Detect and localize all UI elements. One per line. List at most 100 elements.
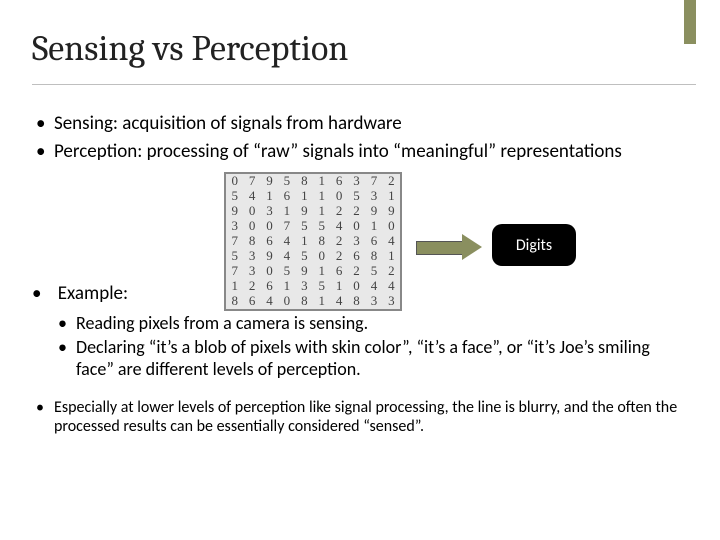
mnist-grid: 0795816372541611053190319122993007554010…	[224, 172, 402, 311]
digits-badge: Digits	[492, 224, 576, 266]
mnist-cell: 2	[330, 234, 347, 249]
mnist-cell: 1	[383, 249, 400, 264]
mnist-cell: 6	[261, 279, 278, 294]
mnist-cell: 8	[243, 234, 260, 249]
mnist-cell: 9	[226, 204, 243, 219]
mnist-cell: 0	[313, 249, 330, 264]
mnist-cell: 1	[313, 204, 330, 219]
mnist-cell: 8	[348, 294, 365, 309]
mnist-row: 8640814833	[226, 294, 400, 309]
mnist-cell: 5	[365, 264, 382, 279]
mnist-cell: 8	[313, 234, 330, 249]
mnist-cell: 0	[330, 189, 347, 204]
mnist-cell: 1	[226, 279, 243, 294]
mnist-cell: 5	[313, 219, 330, 234]
example-sublist: Reading pixels from a camera is sensing.…	[54, 310, 690, 384]
mnist-cell: 6	[261, 234, 278, 249]
example-label-text: Example:	[58, 282, 128, 305]
mnist-cell: 1	[313, 174, 330, 189]
slide-title: Sensing vs Perception	[32, 28, 348, 69]
mnist-row: 1261351044	[226, 279, 400, 294]
mnist-cell: 4	[383, 279, 400, 294]
mnist-cell: 9	[261, 249, 278, 264]
mnist-cell: 6	[348, 249, 365, 264]
mnist-cell: 1	[296, 189, 313, 204]
sub-bullet-declaring: Declaring “it’s a blob of pixels with sk…	[54, 336, 690, 380]
mnist-cell: 5	[313, 279, 330, 294]
mnist-cell: 5	[278, 264, 295, 279]
mnist-cell: 8	[226, 294, 243, 309]
arrow-icon	[416, 236, 484, 258]
mnist-cell: 5	[296, 249, 313, 264]
mnist-cell: 4	[278, 234, 295, 249]
mnist-cell: 0	[348, 219, 365, 234]
mnist-cell: 2	[383, 264, 400, 279]
mnist-cell: 7	[226, 264, 243, 279]
mnist-cell: 1	[296, 234, 313, 249]
mnist-cell: 1	[278, 204, 295, 219]
body-top: Sensing: acquisition of signals from har…	[32, 112, 690, 168]
mnist-cell: 8	[296, 294, 313, 309]
mnist-cell: 4	[330, 219, 347, 234]
mnist-cell: 6	[278, 189, 295, 204]
mnist-cell: 3	[296, 279, 313, 294]
mnist-cell: 7	[278, 219, 295, 234]
mnist-cell: 5	[348, 189, 365, 204]
mnist-cell: 5	[278, 174, 295, 189]
mnist-cell: 3	[365, 189, 382, 204]
mnist-cell: 1	[313, 189, 330, 204]
mnist-cell: 3	[243, 264, 260, 279]
mnist-cell: 6	[365, 234, 382, 249]
mnist-row: 5416110531	[226, 189, 400, 204]
bullet-especially: Especially at lower levels of perception…	[32, 398, 690, 436]
accent-bar	[684, 0, 696, 44]
mnist-cell: 6	[330, 264, 347, 279]
mnist-cell: 8	[365, 249, 382, 264]
mnist-cell: 7	[226, 234, 243, 249]
mnist-cell: 0	[226, 174, 243, 189]
mnist-row: 5394502681	[226, 249, 400, 264]
mnist-cell: 2	[330, 249, 347, 264]
mnist-row: 7305916252	[226, 264, 400, 279]
mnist-cell: 7	[365, 174, 382, 189]
bullet-perception: Perception: processing of “raw” signals …	[32, 140, 690, 164]
mnist-cell: 0	[243, 204, 260, 219]
mnist-cell: 4	[383, 234, 400, 249]
mnist-cell: 4	[243, 189, 260, 204]
final-bullet-block: Especially at lower levels of perception…	[32, 398, 690, 440]
mnist-cell: 4	[278, 249, 295, 264]
mnist-row: 0795816372	[226, 174, 400, 189]
mnist-cell: 8	[296, 174, 313, 189]
mnist-cell: 3	[226, 219, 243, 234]
slide: Sensing vs Perception Sensing: acquisiti…	[0, 0, 720, 540]
mnist-cell: 1	[313, 294, 330, 309]
mnist-row: 7864182364	[226, 234, 400, 249]
mnist-cell: 0	[278, 294, 295, 309]
mnist-cell: 1	[278, 279, 295, 294]
mnist-cell: 0	[348, 279, 365, 294]
mnist-cell: 0	[243, 219, 260, 234]
mnist-cell: 4	[261, 294, 278, 309]
title-rule	[32, 84, 696, 85]
mnist-cell: 7	[243, 174, 260, 189]
mnist-cell: 0	[383, 219, 400, 234]
mnist-cell: 6	[243, 294, 260, 309]
mnist-cell: 5	[226, 249, 243, 264]
mnist-cell: 1	[313, 264, 330, 279]
mnist-cell: 3	[261, 204, 278, 219]
mnist-cell: 9	[296, 264, 313, 279]
mnist-cell: 3	[383, 294, 400, 309]
mnist-cell: 2	[243, 279, 260, 294]
mnist-cell: 1	[261, 189, 278, 204]
mnist-cell: 4	[330, 294, 347, 309]
mnist-row: 9031912299	[226, 204, 400, 219]
sub-bullet-reading: Reading pixels from a camera is sensing.	[54, 312, 690, 334]
mnist-cell: 3	[365, 294, 382, 309]
mnist-cell: 9	[261, 174, 278, 189]
mnist-cell: 2	[330, 204, 347, 219]
mnist-cell: 0	[261, 219, 278, 234]
mnist-cell: 5	[226, 189, 243, 204]
mnist-row: 3007554010	[226, 219, 400, 234]
mnist-cell: 4	[365, 279, 382, 294]
bullet-sensing: Sensing: acquisition of signals from har…	[32, 112, 690, 136]
